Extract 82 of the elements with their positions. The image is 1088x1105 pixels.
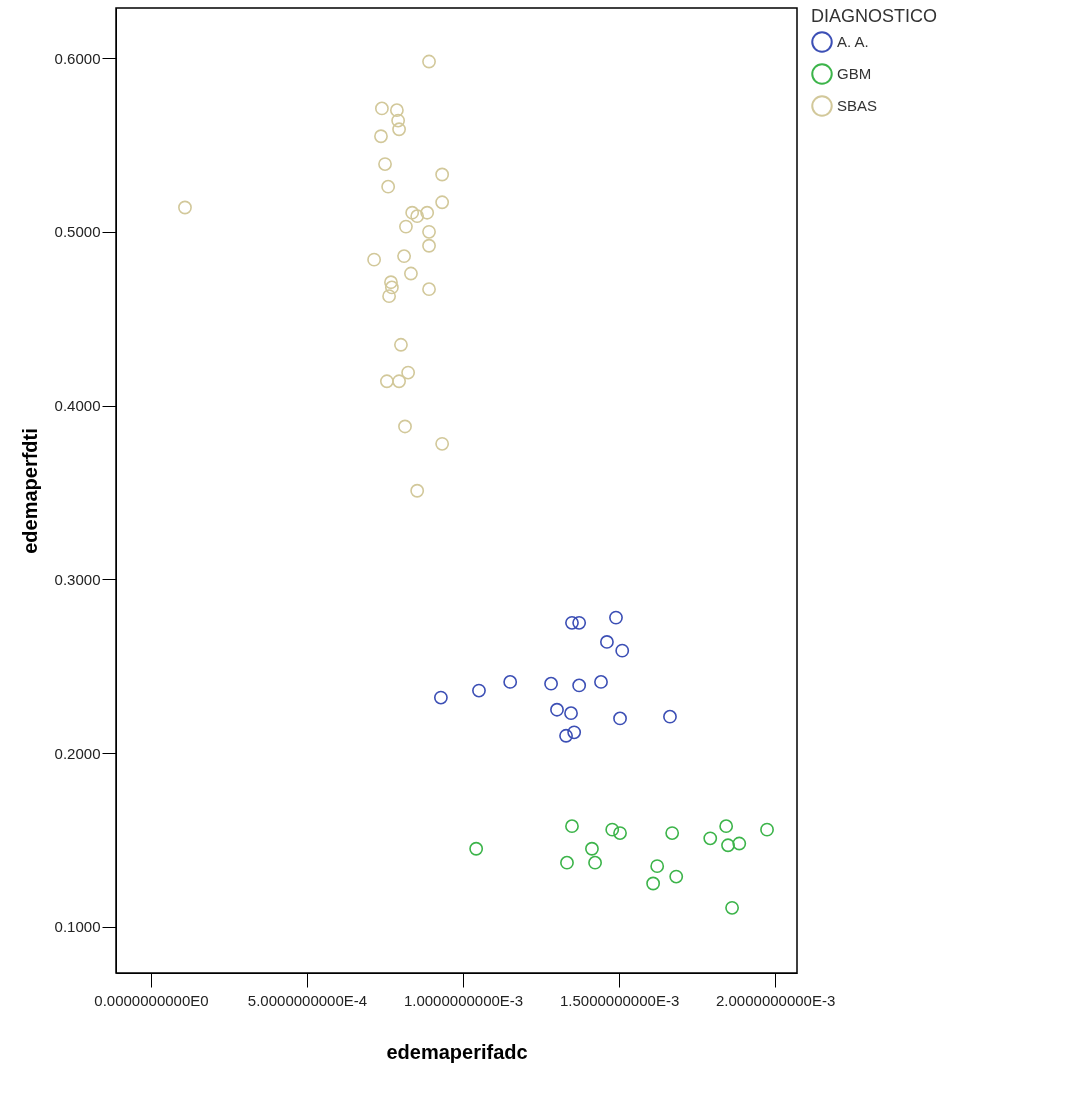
point	[560, 855, 574, 870]
point	[420, 205, 435, 220]
x-tick-label: 2.0000000000E-3	[716, 991, 836, 1009]
point	[760, 822, 774, 837]
y-tick-label: 0.2000	[54, 744, 101, 762]
point	[178, 200, 192, 215]
x-tick-label: 5.0000000000E-4	[247, 991, 368, 1009]
point	[572, 678, 587, 693]
legend-label: GBM	[837, 65, 872, 82]
point	[392, 374, 406, 389]
point	[559, 728, 573, 743]
point	[721, 838, 735, 853]
point	[422, 224, 436, 239]
point	[565, 819, 579, 834]
point	[435, 195, 450, 210]
point	[544, 676, 558, 691]
point	[732, 836, 747, 851]
y-tick-label: 0.3000	[54, 570, 101, 588]
point	[594, 675, 608, 689]
point	[613, 826, 627, 841]
point	[663, 709, 677, 724]
point	[381, 179, 396, 194]
point	[389, 103, 404, 118]
point	[378, 157, 392, 171]
point	[588, 855, 602, 870]
point	[410, 209, 425, 224]
point	[650, 859, 665, 874]
point	[367, 252, 382, 267]
point	[572, 615, 587, 630]
point	[564, 706, 578, 721]
point	[410, 483, 425, 498]
point	[384, 280, 399, 295]
point	[609, 610, 623, 625]
x-tick-label: 1.0000000000E-3	[403, 991, 524, 1009]
point	[435, 436, 450, 451]
point	[394, 337, 408, 352]
point	[565, 615, 579, 630]
point	[374, 101, 389, 116]
y-tick-label: 0.6000	[54, 49, 101, 67]
point	[379, 374, 394, 389]
point	[399, 219, 413, 234]
point	[422, 54, 436, 69]
point	[374, 129, 388, 144]
point	[398, 419, 412, 434]
point	[401, 365, 416, 380]
legend-label: SBAS	[837, 97, 878, 114]
x-axis-title: edemaperifadc	[386, 1040, 528, 1063]
y-tick-label: 0.4000	[54, 397, 101, 415]
point	[503, 675, 518, 689]
point	[703, 831, 718, 846]
point	[384, 275, 398, 290]
point	[613, 711, 627, 726]
y-tick-label: 0.5000	[54, 223, 101, 241]
point	[600, 635, 614, 649]
point	[669, 869, 684, 884]
point	[433, 690, 448, 705]
legend-title: DIAGNOSTICO	[811, 6, 938, 26]
y-tick-label: 0.1000	[54, 918, 101, 936]
point	[615, 643, 630, 658]
y-axis-title: edemaperfdti	[18, 428, 41, 554]
point	[405, 205, 420, 220]
point	[567, 725, 582, 740]
point	[646, 876, 661, 891]
point	[392, 122, 406, 137]
legend-label: A. A.	[837, 33, 869, 50]
point	[719, 819, 734, 834]
point	[605, 822, 620, 837]
point	[397, 249, 411, 264]
point	[665, 826, 680, 841]
point	[469, 841, 484, 856]
point	[391, 113, 406, 128]
point	[422, 238, 436, 253]
point	[435, 167, 450, 182]
point	[382, 289, 397, 304]
x-tick-label: 0.0000000000E0	[94, 991, 209, 1009]
point	[404, 266, 418, 281]
point	[725, 900, 740, 915]
point	[422, 282, 436, 297]
point	[550, 702, 564, 717]
x-tick-label: 1.5000000000E-3	[559, 991, 680, 1009]
point	[472, 683, 486, 698]
point	[585, 841, 599, 856]
